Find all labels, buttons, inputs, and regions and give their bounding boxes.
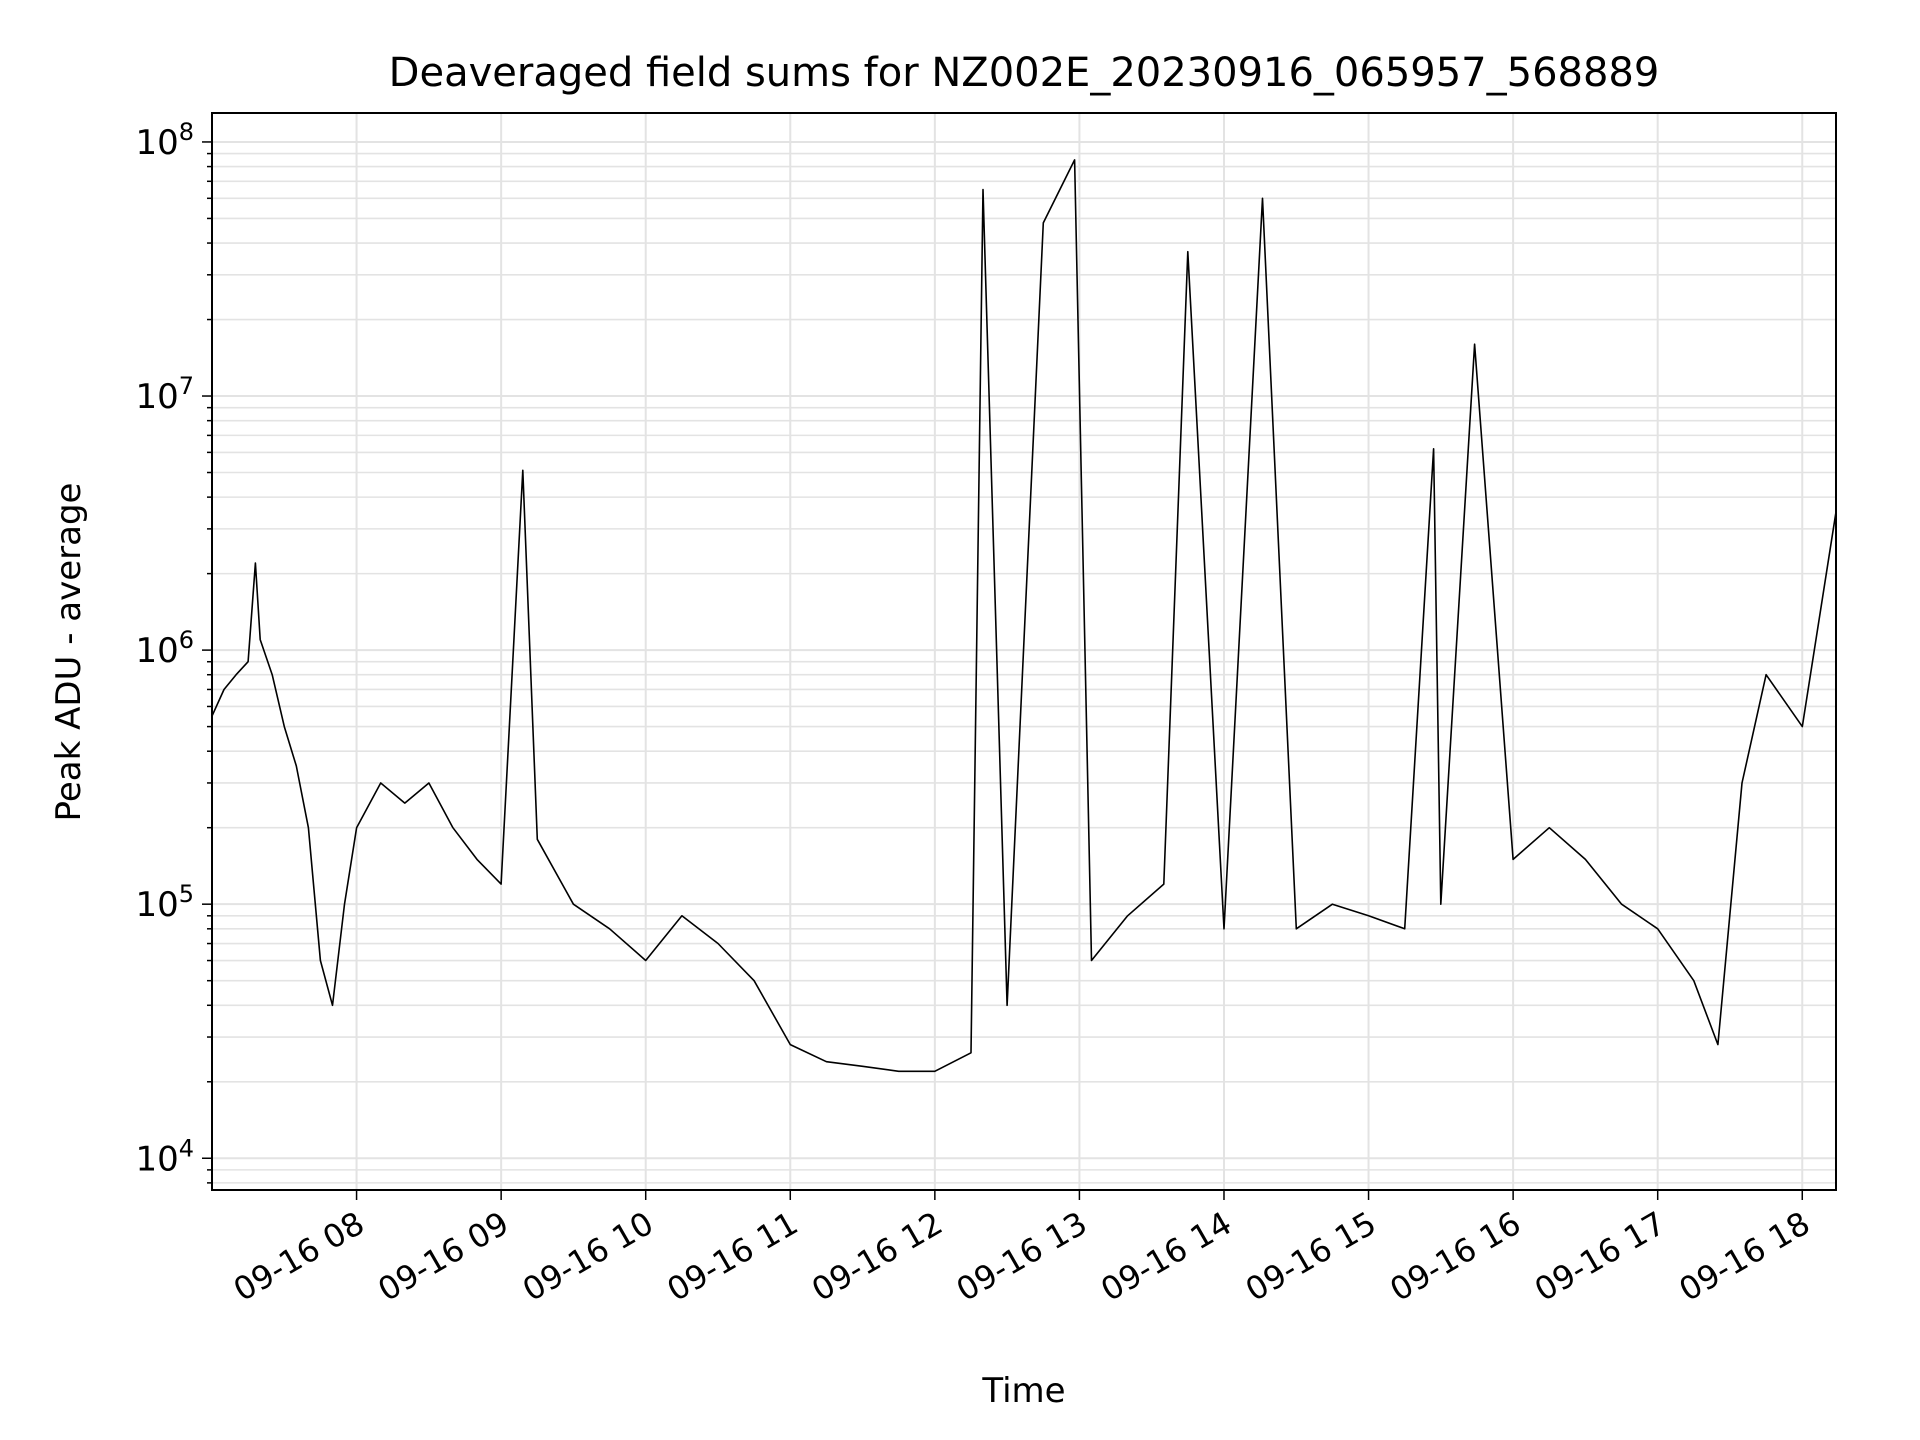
chart-title: Deaveraged field sums for NZ002E_2023091… xyxy=(389,50,1660,96)
series-layer xyxy=(211,159,1837,1073)
y-tick-label: 107 xyxy=(135,372,194,417)
y-tick-label: 104 xyxy=(135,1134,194,1179)
x-axis-label: Time xyxy=(981,1371,1065,1411)
y-tick-label: 108 xyxy=(135,118,194,163)
plot-frame xyxy=(211,112,1837,1191)
y-axis-label: Peak ADU - average xyxy=(49,483,89,822)
series-line xyxy=(211,159,1837,1073)
y-tick-label: 105 xyxy=(135,880,194,925)
y-axis: 104 105 106 107 108 xyxy=(135,118,212,1184)
grid xyxy=(212,113,1836,1190)
y-tick-label: 106 xyxy=(135,626,194,671)
